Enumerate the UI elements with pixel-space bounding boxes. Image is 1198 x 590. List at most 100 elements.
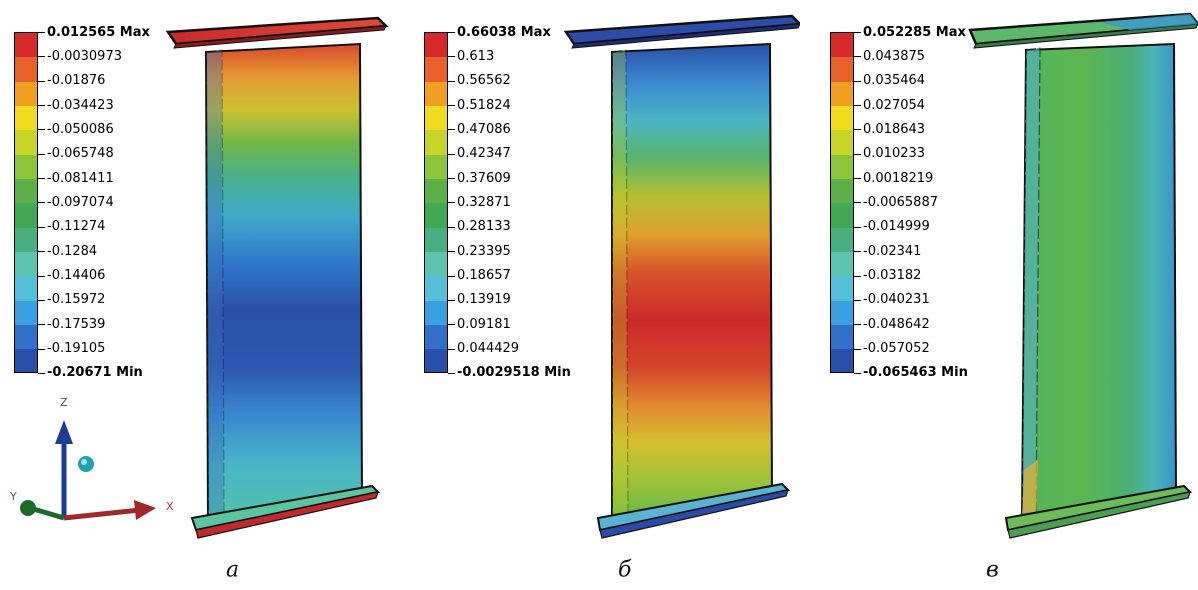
legend-swatch <box>15 349 37 372</box>
legend-label: 0.13919 <box>457 292 511 308</box>
legend-label: -0.1284 <box>47 243 98 259</box>
panel-b: 0.66038 Max 0.613 0.56562 0.51824 0.47086 0.4… <box>400 0 800 590</box>
legend-label: -0.0030973 <box>47 48 122 64</box>
legend-label: 0.043875 <box>863 48 926 64</box>
legend-bar <box>14 32 38 373</box>
legend-label: 0.044429 <box>457 341 520 357</box>
legend-swatch <box>15 57 37 82</box>
legend-swatch <box>831 81 853 107</box>
legend-tick <box>448 80 455 82</box>
legend-tick <box>448 226 455 228</box>
legend-tick <box>854 80 861 82</box>
legend-tick <box>448 153 455 155</box>
legend-label: 0.09181 <box>457 316 511 332</box>
legend-label: 0.28133 <box>457 219 511 235</box>
legend-label: 0.47086 <box>457 121 511 137</box>
legend-label: -0.048642 <box>863 316 930 332</box>
legend-swatch <box>15 130 37 155</box>
legend-swatch <box>15 252 37 277</box>
legend-tick <box>854 202 861 204</box>
legend-label: 0.613 <box>457 48 495 64</box>
legend-swatch <box>831 57 853 82</box>
legend-bar <box>830 32 854 373</box>
legend-label: 0.37609 <box>457 170 511 186</box>
legend-swatch <box>425 203 447 228</box>
legend-tick <box>854 299 861 301</box>
legend-label: -0.057052 <box>863 341 930 357</box>
legend-tick <box>38 226 45 228</box>
legend-swatch <box>425 349 447 372</box>
legend-swatch <box>425 57 447 82</box>
panel-a: 0.012565 Max -0.0030973 -0.01876 -0.034423 -… <box>0 0 400 590</box>
legend-tick <box>38 105 45 107</box>
legend-swatch <box>15 300 37 326</box>
legend-label: 0.23395 <box>457 243 511 259</box>
legend-tick <box>38 299 45 301</box>
legend-tick <box>854 56 861 58</box>
legend-tick <box>448 202 455 204</box>
legend-tick <box>38 153 45 155</box>
legend-tick <box>854 105 861 107</box>
legend-tick <box>448 178 455 180</box>
caption-c: в <box>986 557 999 583</box>
legend-tick <box>854 32 861 33</box>
axis-y-label: Y <box>10 490 17 503</box>
legend-tick <box>854 372 861 374</box>
axis-x-label: X <box>166 500 174 513</box>
legend-tick <box>38 32 45 33</box>
legend-tick <box>38 372 45 374</box>
legend-swatch <box>425 325 447 350</box>
blade-edge <box>611 49 629 521</box>
legend-swatch <box>425 106 447 131</box>
blade-model-c <box>968 12 1198 539</box>
legend-label: -0.15972 <box>47 292 106 308</box>
legend-tick <box>854 275 861 277</box>
legend-tick <box>448 348 455 350</box>
legend-swatch <box>831 106 853 131</box>
legend-swatch <box>425 154 447 180</box>
legend-tick <box>448 32 455 33</box>
legend-tick <box>448 129 455 131</box>
legend-swatch <box>831 300 853 326</box>
legend-label: 0.027054 <box>863 97 926 113</box>
legend-swatch <box>425 252 447 277</box>
legend-label: -0.050086 <box>47 121 114 137</box>
legend-swatch <box>831 154 853 180</box>
panel-c: 0.052285 Max 0.043875 0.035464 0.027054 0.01… <box>800 0 1198 590</box>
legend-swatch <box>15 106 37 131</box>
legend-swatch <box>831 276 853 301</box>
legend-tick <box>448 251 455 253</box>
legend-swatch <box>831 33 853 58</box>
legend-label: -0.0065887 <box>863 194 938 210</box>
legend-swatch <box>15 325 37 350</box>
blade-model-b <box>563 14 800 539</box>
legend-tick <box>448 275 455 277</box>
legend-tick <box>854 153 861 155</box>
legend-tick <box>448 324 455 326</box>
legend-swatch <box>15 154 37 180</box>
legend-label: 0.0018219 <box>863 170 934 186</box>
legend-swatch <box>15 33 37 58</box>
legend-label: 0.018643 <box>863 121 926 137</box>
legend-swatch <box>15 179 37 204</box>
legend-label: 0.012565 Max <box>47 24 150 40</box>
legend-swatch <box>831 179 853 204</box>
legend-tick <box>854 324 861 326</box>
legend-label: -0.17539 <box>47 316 106 332</box>
legend-label: -0.014999 <box>863 219 930 235</box>
legend-label: -0.0029518 Min <box>457 365 571 381</box>
legend-label: -0.02341 <box>863 243 922 259</box>
legend-swatch <box>831 130 853 155</box>
legend-swatch <box>831 349 853 372</box>
legend-tick <box>38 202 45 204</box>
legend-tick <box>854 226 861 228</box>
legend-label: 0.56562 <box>457 73 511 89</box>
legend-tick <box>448 299 455 301</box>
legend-label: 0.035464 <box>863 73 926 89</box>
legend-tick <box>448 372 455 374</box>
legend-swatch <box>425 33 447 58</box>
legend-swatch <box>425 130 447 155</box>
blade-model-a <box>20 16 389 539</box>
legend-tick <box>854 348 861 350</box>
legend-tick <box>38 275 45 277</box>
